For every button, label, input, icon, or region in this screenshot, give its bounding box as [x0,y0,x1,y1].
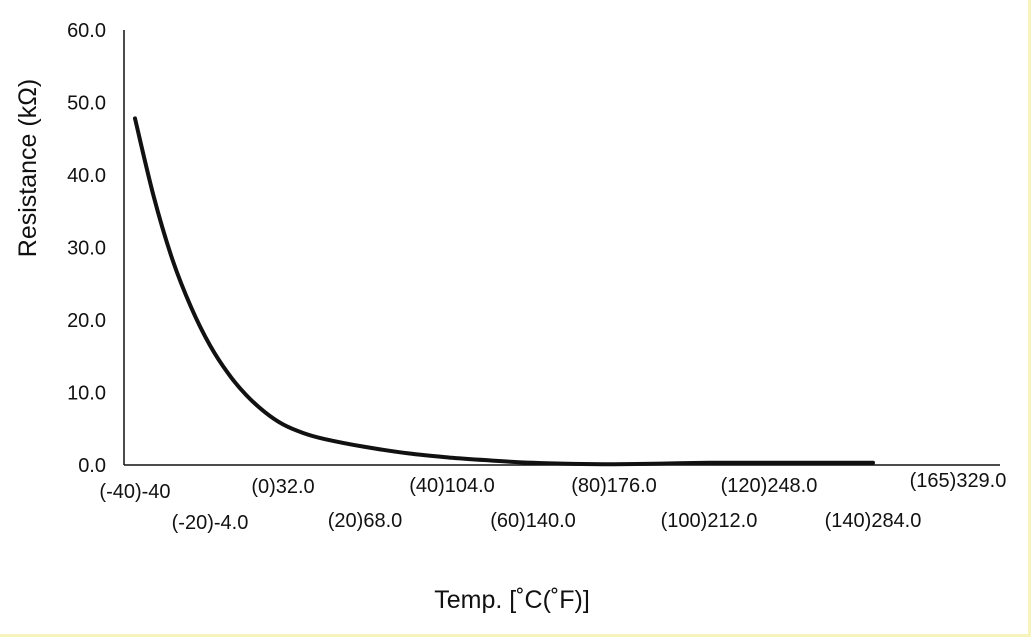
y-tick-labels: 0.0 10.0 20.0 30.0 40.0 50.0 60.0 [67,20,106,477]
y-tick-label: 30.0 [67,238,106,260]
x-tick-label: (80)176.0 [571,475,657,497]
y-tick-label: 20.0 [67,310,106,332]
resistance-curve [133,116,875,467]
x-tick-label: (40)104.0 [409,475,495,497]
x-tick-labels: (-40)-40(-20)-4.0(0)32.0 (20)68.0 (40)104.… [99,470,1006,534]
y-tick-label: 0.0 [78,455,106,477]
y-tick-label: 50.0 [67,93,106,115]
y-axis-title: Resistance (kΩ) [14,79,42,257]
y-tick-label: 40.0 [67,165,106,187]
x-tick-label: (20)68.0 [328,510,403,532]
x-tick-label: (120)248.0 [721,475,818,497]
x-tick-label: (0)32.0 [251,476,314,498]
x-tick-label: (-40)-40 [99,481,170,503]
x-tick-label: (100)212.0 [661,510,758,532]
y-tick-label: 10.0 [67,383,106,405]
x-tick-label: (60)140.0 [490,510,576,532]
x-tick-label: (140)284.0 [825,510,922,532]
x-tick-label: (165)329.0 [910,470,1007,492]
x-tick-label: (-20)-4.0 [172,512,249,534]
axes [123,30,1000,466]
x-axis-title: Temp. [˚C(˚F)] [434,586,590,614]
y-tick-label: 60.0 [67,20,106,42]
